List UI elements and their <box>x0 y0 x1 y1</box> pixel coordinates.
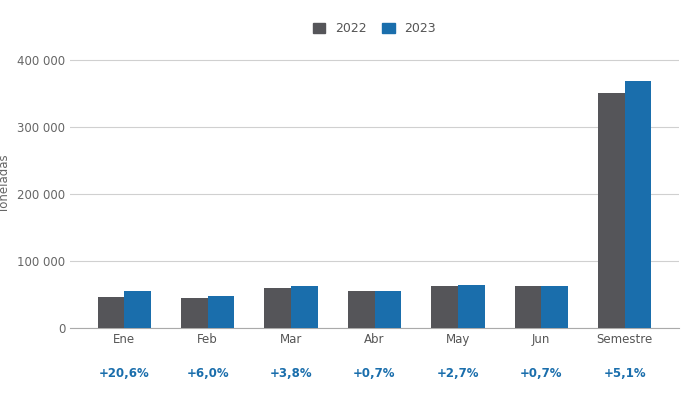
Bar <box>291 286 318 328</box>
Bar <box>374 291 401 328</box>
Y-axis label: Toneladas: Toneladas <box>0 155 11 213</box>
Bar <box>208 296 234 328</box>
Bar <box>458 285 484 328</box>
Text: +5,1%: +5,1% <box>603 367 646 380</box>
Text: +3,8%: +3,8% <box>270 367 312 380</box>
Text: +6,0%: +6,0% <box>186 367 229 380</box>
Bar <box>265 288 291 328</box>
Bar <box>348 291 374 328</box>
Text: +2,7%: +2,7% <box>437 367 479 380</box>
Text: +20,6%: +20,6% <box>99 367 150 380</box>
Bar <box>181 298 208 328</box>
Bar <box>98 297 125 328</box>
Bar <box>541 286 568 328</box>
Bar <box>514 286 541 328</box>
Text: +0,7%: +0,7% <box>354 367 395 380</box>
Bar <box>624 81 651 328</box>
Bar <box>431 286 458 328</box>
Text: +0,7%: +0,7% <box>520 367 563 380</box>
Legend: 2022, 2023: 2022, 2023 <box>308 18 441 40</box>
Bar <box>598 93 624 328</box>
Bar <box>125 291 151 328</box>
